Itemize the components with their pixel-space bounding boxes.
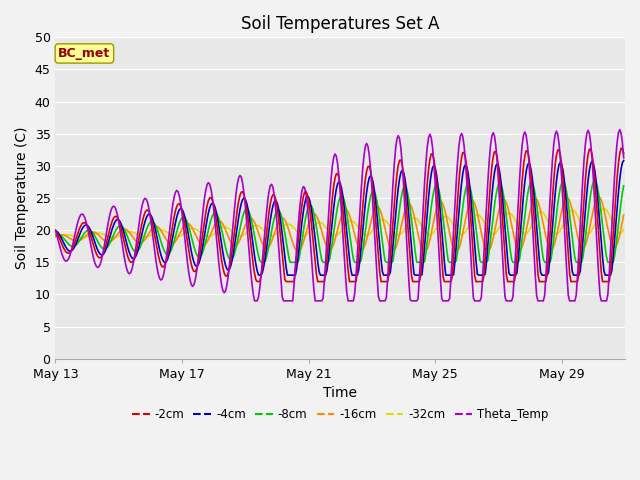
Legend: -2cm, -4cm, -8cm, -16cm, -32cm, Theta_Temp: -2cm, -4cm, -8cm, -16cm, -32cm, Theta_Te… bbox=[127, 403, 553, 426]
Y-axis label: Soil Temperature (C): Soil Temperature (C) bbox=[15, 127, 29, 269]
Text: BC_met: BC_met bbox=[58, 47, 111, 60]
Title: Soil Temperatures Set A: Soil Temperatures Set A bbox=[241, 15, 440, 33]
X-axis label: Time: Time bbox=[323, 386, 357, 400]
